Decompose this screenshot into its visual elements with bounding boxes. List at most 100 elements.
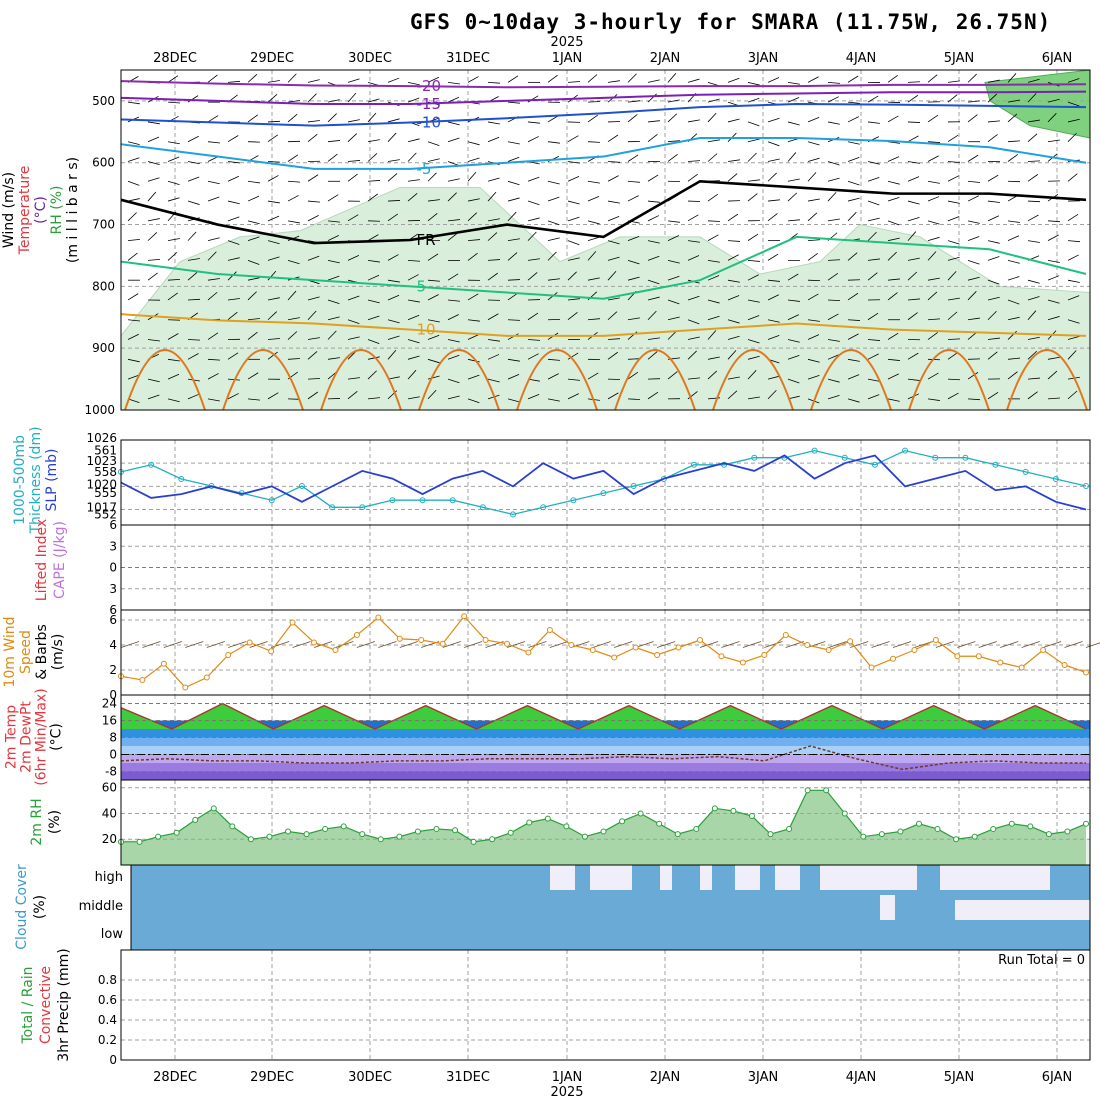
rh-point [768,832,773,837]
slp-tick-1: 1020 [86,477,117,491]
isotherm-label-6: 10 [417,321,436,339]
rh-point [378,837,383,842]
wind-speed-point [290,620,295,625]
panel-label-upper-2: (°C) [33,196,49,224]
li-tick-1: 3 [109,539,117,553]
date-top-4: 1JAN [552,51,583,66]
panel-label-rh-0: 2m RH [29,798,45,845]
date-top-0: 28DEC [153,51,197,66]
panel-label-precip-0: Total / Rain [20,966,36,1044]
panel-label-slp-1: Thickness (dm) [28,426,44,534]
wind-speed-point [483,638,488,643]
rh-point [694,826,699,831]
wind-speed-point [397,636,402,641]
panel-label-precip-1: Convective [38,966,54,1044]
rh-point [230,824,235,829]
rh-point [879,832,884,837]
wind-speed-point [933,638,938,643]
isotherm-label-0: -20 [417,77,442,95]
li-tick-2: 0 [109,561,117,575]
rh-point [898,829,903,834]
rh-point [267,834,272,839]
rh-point [304,832,309,837]
wind-speed-point [269,649,274,654]
wind-speed-point [140,678,145,683]
rh-tick-0: 20 [102,832,117,846]
date-bottom-6: 3JAN [748,1070,779,1085]
pressure-tick-2: 700 [92,218,115,232]
isotherm-label-4: FR [417,231,436,249]
wind-speed-point [1084,670,1089,675]
panel-label-wind-0: 10m Wind [2,616,18,687]
cloud-gap-4 [735,865,760,890]
slp-tick-3: 1026 [86,431,117,445]
panel-label-upper-1: Temperature [17,166,33,256]
rh-point [861,834,866,839]
panel-bg-precip [121,950,1090,1060]
wind-speed-point [419,638,424,643]
rh-point [787,826,792,831]
temp-tick-2: 8 [109,731,117,745]
year-top: 2025 [550,35,583,50]
panel-bg-wind [121,610,1090,695]
date-bottom-2: 30DEC [348,1070,392,1085]
temp-tick-3: 16 [102,714,117,728]
temp-band-3 [121,746,1090,755]
rh-point [805,788,810,793]
wind-speed-point [783,633,788,638]
panel-label-wind-3: (m/s) [50,634,66,671]
precip-tick-0: 0 [109,1053,117,1067]
wind-speed-point [312,640,317,645]
wind-speed-point [698,638,703,643]
panel-label-rh-1: (%) [47,810,63,834]
pressure-tick-4: 900 [92,341,115,355]
wind-speed-point [826,648,831,653]
rh-point [972,834,977,839]
wind-speed-point [633,645,638,650]
panel-label-wind-2: & Barbs [34,624,50,680]
cloud-gap-2 [660,865,672,890]
rh-point [712,806,717,811]
isotherm-label-1: -15 [417,95,442,113]
date-top-5: 2JAN [650,51,681,66]
rh-point [991,826,996,831]
cloud-level-0: high [95,870,123,885]
rh-point [1084,821,1089,826]
wind-speed-point [869,665,874,670]
rh-point [137,839,142,844]
wind-speed-point [376,615,381,620]
isotherm-label-2: -10 [417,114,442,132]
temp-band-1 [121,763,1090,772]
cloud-gap-6 [820,865,917,890]
cloud-gap-0 [550,865,575,890]
wind-speed-point [998,660,1003,665]
date-bottom-4: 1JAN [552,1070,583,1085]
temp-band-5 [121,729,1090,738]
rh-point [620,819,625,824]
rh-point [657,821,662,826]
wind-speed-point [204,675,209,680]
date-top-3: 31DEC [446,51,490,66]
panel-label-temp-1: 2m DewPt [19,701,35,773]
cloud-gap-7 [940,865,1050,890]
temp-tick-0: -8 [105,765,117,779]
wind-speed-point [354,633,359,638]
temp-band-4 [121,738,1090,747]
rh-point [582,834,587,839]
wind-speed-point [526,650,531,655]
date-top-7: 4JAN [846,51,877,66]
panel-bg-slp [121,440,1090,525]
wind-speed-point [226,653,231,658]
rh-point [1046,832,1051,837]
panel-label-upper-0: Wind (m/s) [1,172,17,248]
panel-label-wind-1: Speed [18,630,34,674]
rh-point [954,837,959,842]
wind-speed-point [440,641,445,646]
rh-point [286,829,291,834]
date-top-9: 6JAN [1042,51,1073,66]
wind-speed-point [590,648,595,653]
rh-point [415,829,420,834]
li-tick-3: 3 [109,582,117,596]
wind-speed-point [955,654,960,659]
wind-speed-point [676,645,681,650]
